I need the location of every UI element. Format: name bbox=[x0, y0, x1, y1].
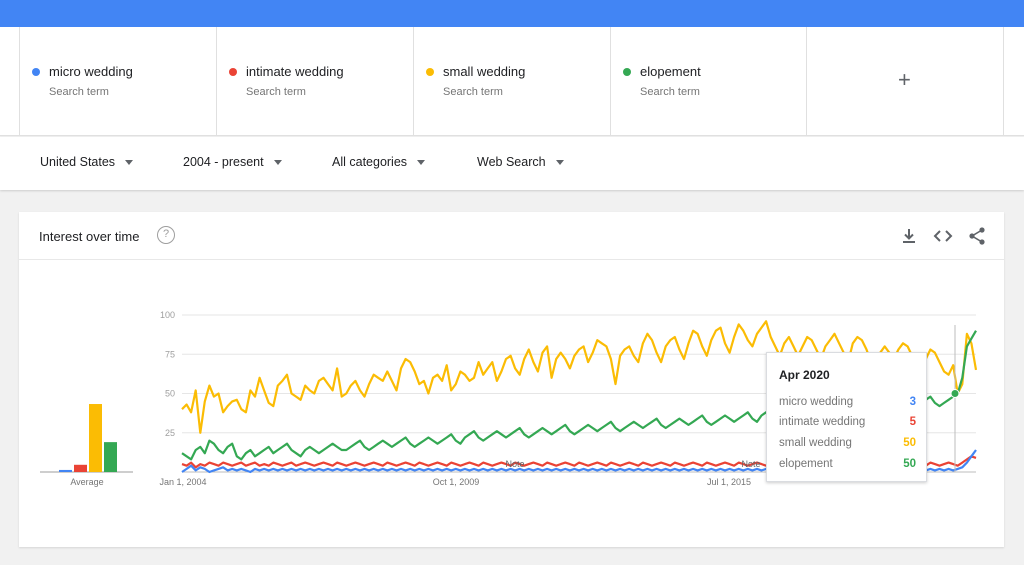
hover-tooltip: Apr 2020 micro wedding 3 intimate weddin… bbox=[766, 352, 927, 482]
term-label: intimate wedding bbox=[246, 64, 344, 79]
tooltip-row-value: 50 bbox=[903, 458, 916, 470]
tooltip-row-elopement: elopement 50 bbox=[779, 458, 916, 470]
tooltip-row-value: 50 bbox=[903, 437, 916, 449]
term-label: elopement bbox=[640, 64, 701, 79]
category-dropdown[interactable]: All categories bbox=[332, 155, 426, 169]
tooltip-row-micro-wedding: micro wedding 3 bbox=[779, 396, 916, 408]
search-terms-bar: micro wedding Search term intimate weddi… bbox=[0, 27, 1024, 136]
term-chip-elopement[interactable]: elopement Search term bbox=[610, 27, 806, 136]
tooltip-row-value: 3 bbox=[909, 396, 916, 408]
average-bar-chart: Average bbox=[40, 404, 133, 487]
tooltip-row-intimate-wedding: intimate wedding 5 bbox=[779, 416, 916, 428]
plus-icon: + bbox=[898, 67, 911, 92]
tooltip-row-value: 5 bbox=[909, 416, 916, 428]
term-label: micro wedding bbox=[49, 64, 133, 79]
note-marker: Note bbox=[505, 459, 524, 469]
x-tick-label: Oct 1, 2009 bbox=[433, 477, 480, 487]
tooltip-row-small-wedding: small wedding 50 bbox=[779, 437, 916, 449]
term-type: Search term bbox=[49, 86, 109, 98]
term-color-dot bbox=[426, 68, 434, 76]
y-tick-label: 25 bbox=[165, 428, 175, 438]
search-type-value: Web Search bbox=[477, 155, 546, 169]
note-marker: Note bbox=[741, 459, 760, 469]
tooltip-row-label: elopement bbox=[779, 458, 833, 470]
term-chip-intimate-wedding[interactable]: intimate wedding Search term bbox=[216, 27, 413, 136]
add-comparison-button[interactable]: + bbox=[806, 27, 1004, 136]
average-bar bbox=[104, 442, 117, 472]
term-color-dot bbox=[623, 68, 631, 76]
download-icon[interactable] bbox=[899, 226, 919, 246]
term-type: Search term bbox=[443, 86, 503, 98]
x-tick-label: Jan 1, 2004 bbox=[159, 477, 206, 487]
y-tick-label: 50 bbox=[165, 389, 175, 399]
caret-down-icon bbox=[555, 160, 564, 166]
average-bar bbox=[89, 404, 102, 472]
x-axis: Jan 1, 2004 Oct 1, 2009 Jul 1, 2015 Note Not… bbox=[159, 459, 760, 487]
average-bar bbox=[74, 464, 87, 472]
help-icon[interactable]: ? bbox=[157, 226, 175, 244]
time-range-dropdown[interactable]: 2004 - present bbox=[183, 155, 282, 169]
term-color-dot bbox=[229, 68, 237, 76]
hover-point bbox=[950, 389, 960, 398]
y-tick-label: 75 bbox=[165, 349, 175, 359]
term-chip-micro-wedding[interactable]: micro wedding Search term bbox=[19, 27, 216, 136]
category-value: All categories bbox=[332, 155, 408, 169]
caret-down-icon bbox=[273, 160, 282, 166]
term-chip-small-wedding[interactable]: small wedding Search term bbox=[413, 27, 610, 136]
average-label: Average bbox=[70, 477, 103, 487]
card-header: Interest over time ? bbox=[19, 212, 1004, 260]
y-tick-label: 100 bbox=[160, 310, 175, 320]
search-type-dropdown[interactable]: Web Search bbox=[477, 155, 564, 169]
tooltip-date: Apr 2020 bbox=[779, 368, 830, 382]
term-color-dot bbox=[32, 68, 40, 76]
tooltip-row-label: small wedding bbox=[779, 437, 852, 449]
term-label: small wedding bbox=[443, 64, 526, 79]
region-value: United States bbox=[40, 155, 116, 169]
average-bar bbox=[59, 469, 72, 472]
tooltip-row-label: micro wedding bbox=[779, 396, 854, 408]
term-type: Search term bbox=[640, 86, 700, 98]
share-icon[interactable] bbox=[967, 226, 987, 246]
card-title: Interest over time bbox=[39, 229, 140, 244]
x-tick-label: Jul 1, 2015 bbox=[707, 477, 751, 487]
caret-down-icon bbox=[417, 160, 426, 166]
region-dropdown[interactable]: United States bbox=[40, 155, 134, 169]
embed-icon[interactable] bbox=[933, 226, 953, 246]
time-range-value: 2004 - present bbox=[183, 155, 264, 169]
filters-bar: United States 2004 - present All categor… bbox=[0, 137, 1024, 190]
caret-down-icon bbox=[125, 160, 134, 166]
tooltip-row-label: intimate wedding bbox=[779, 416, 866, 428]
top-app-bar bbox=[0, 0, 1024, 27]
term-type: Search term bbox=[246, 86, 306, 98]
